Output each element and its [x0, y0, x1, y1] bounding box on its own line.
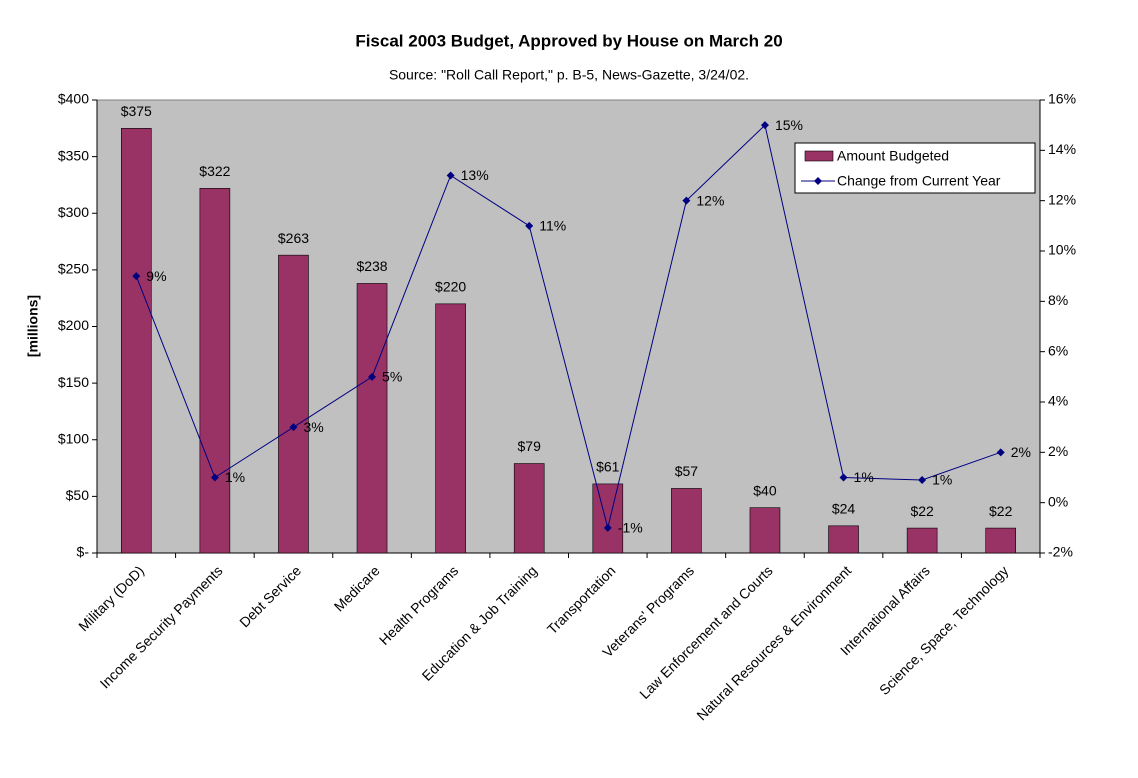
- line-value-label: 13%: [461, 167, 489, 183]
- y2-tick-label: 10%: [1048, 242, 1076, 258]
- line-marker: [918, 476, 927, 485]
- line-marker: [603, 523, 612, 532]
- x-tick-label: Law Enforcement and Courts: [636, 562, 776, 702]
- x-tick-label: Transportation: [544, 562, 619, 637]
- line-value-label: 2%: [1011, 444, 1031, 460]
- y-tick-label: $400: [58, 91, 89, 107]
- y2-tick-label: 6%: [1048, 342, 1068, 358]
- line-value-label: 9%: [146, 268, 166, 284]
- line-marker: [839, 473, 848, 482]
- line-value-label: 1%: [225, 469, 245, 485]
- bar: [278, 254, 309, 554]
- y-tick-label: $200: [58, 317, 89, 333]
- bar: [985, 527, 1017, 554]
- bar-value-label: $238: [356, 258, 387, 274]
- bar-value-label: $24: [832, 501, 856, 517]
- line-marker: [996, 448, 1005, 457]
- bar: [435, 303, 466, 554]
- line-value-label: 11%: [539, 218, 566, 234]
- x-tick-label: Natural Resources & Environment: [693, 562, 854, 723]
- line-marker: [132, 272, 141, 281]
- y2-tick-label: 4%: [1048, 393, 1068, 409]
- line-marker: [525, 221, 534, 230]
- bar-value-label: $40: [753, 482, 777, 498]
- y2-tick-label: -2%: [1048, 544, 1073, 560]
- y-axis-label: [millions]: [25, 295, 41, 357]
- bar-value-label: $22: [910, 503, 934, 519]
- x-tick-label: Science, Space, Technology: [876, 562, 1012, 698]
- line-value-label: 5%: [382, 369, 402, 385]
- bar-value-label: $263: [278, 230, 309, 246]
- x-tick-label: Debt Service: [236, 562, 304, 630]
- legend-marker: [814, 177, 822, 185]
- line: [135, 124, 1001, 528]
- bar-value-label: $322: [199, 163, 230, 179]
- y-tick-label: $250: [58, 261, 89, 277]
- legend-box: [794, 142, 1036, 194]
- legend-label: Amount Budgeted: [837, 148, 949, 164]
- bar: [199, 188, 231, 554]
- bar: [120, 128, 152, 554]
- y-tick-label: $150: [58, 374, 89, 390]
- bar-value-label: $57: [675, 463, 699, 479]
- y2-tick-label: 12%: [1048, 191, 1076, 207]
- x-tick-label: Military (DoD): [75, 562, 147, 634]
- line-value-label: 3%: [303, 419, 323, 435]
- line-marker: [289, 423, 298, 432]
- line-marker: [682, 196, 691, 205]
- y2-tick-label: 2%: [1048, 443, 1068, 459]
- y2-tick-label: 0%: [1048, 493, 1068, 509]
- bar: [749, 507, 781, 554]
- chart-subtitle: Source: "Roll Call Report," p. B-5, News…: [389, 67, 749, 83]
- line-marker: [446, 171, 455, 180]
- bar-value-label: $61: [596, 459, 620, 475]
- y-tick-label: $50: [66, 487, 90, 503]
- bar: [906, 527, 938, 554]
- y-tick-label: $-: [77, 544, 90, 560]
- bar-value-label: $22: [989, 503, 1013, 519]
- line-marker: [760, 121, 769, 130]
- bar-value-label: $375: [121, 103, 152, 119]
- bar: [356, 283, 388, 554]
- bar: [592, 483, 624, 554]
- legend-swatch: [804, 150, 834, 162]
- y-tick-label: $350: [58, 147, 89, 163]
- x-tick-label: Health Programs: [376, 562, 462, 648]
- line-value-label: 12%: [696, 192, 724, 208]
- line-value-label: 15%: [775, 117, 803, 133]
- x-tick-label: Medicare: [331, 562, 383, 614]
- line-value-label: 1%: [932, 472, 952, 488]
- y-tick-label: $100: [58, 430, 89, 446]
- y2-tick-label: 8%: [1048, 292, 1068, 308]
- bar-value-label: $79: [518, 438, 542, 454]
- y-tick-label: $300: [58, 204, 89, 220]
- y2-tick-label: 16%: [1048, 91, 1076, 107]
- bar: [671, 488, 702, 554]
- legend-label: Change from Current Year: [837, 173, 1001, 189]
- bar-value-label: $220: [435, 279, 466, 295]
- line-marker: [368, 372, 377, 381]
- line-value-label: 1%: [854, 469, 874, 485]
- bar: [513, 463, 545, 554]
- line-value-label: -1%: [618, 520, 643, 536]
- y2-tick-label: 14%: [1048, 141, 1076, 157]
- chart-title: Fiscal 2003 Budget, Approved by House on…: [355, 31, 782, 50]
- line-marker: [210, 473, 219, 482]
- bar: [828, 525, 859, 554]
